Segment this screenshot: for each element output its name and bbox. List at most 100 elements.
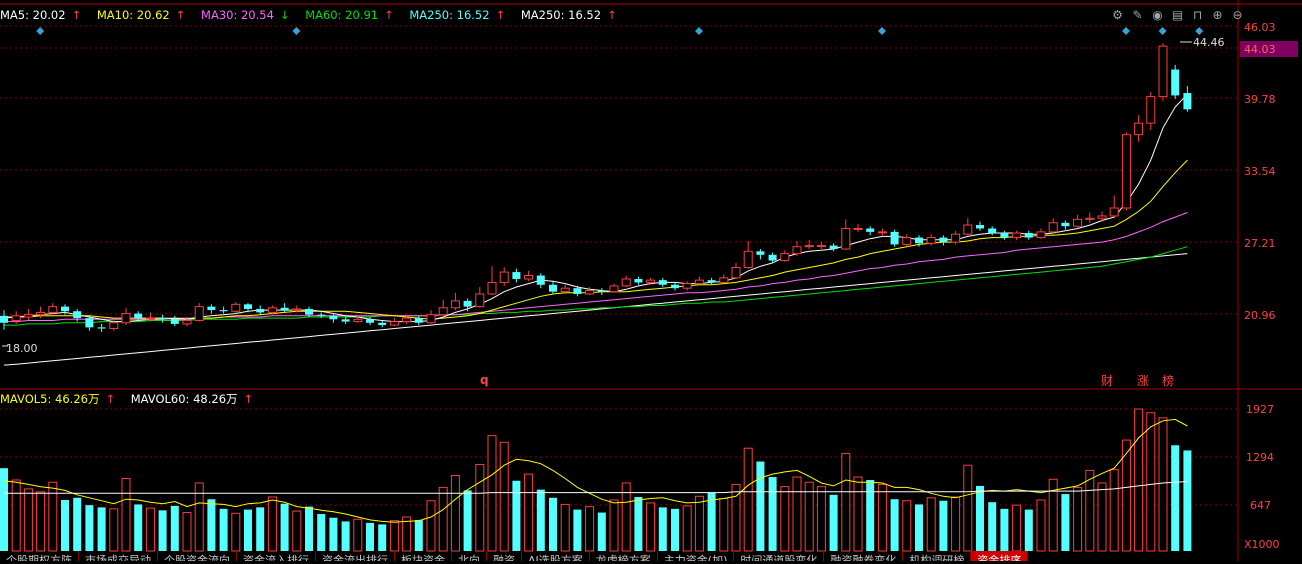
volume-bar[interactable] [267, 496, 277, 552]
volume-bar[interactable] [292, 510, 302, 552]
volume-bar[interactable] [890, 499, 899, 551]
candle[interactable] [829, 243, 838, 252]
candle[interactable] [1146, 91, 1156, 131]
volume-bar[interactable] [426, 500, 436, 552]
candle[interactable] [402, 314, 412, 324]
volume-bar[interactable] [1000, 508, 1009, 551]
candle[interactable] [341, 316, 350, 324]
volume-bar[interactable] [414, 519, 423, 551]
volume-bar[interactable] [560, 503, 570, 552]
candle[interactable] [646, 277, 656, 285]
tab-item[interactable]: 融资 [487, 551, 522, 561]
volume-bar[interactable] [780, 486, 790, 552]
volume-bar[interactable] [585, 506, 595, 552]
candle[interactable] [329, 313, 338, 323]
volume-bar[interactable] [536, 489, 545, 551]
volume-bar[interactable] [1183, 450, 1192, 551]
event-marker-finance[interactable]: 财 [1101, 374, 1113, 388]
candle[interactable] [1183, 86, 1192, 112]
lock-icon[interactable]: ⊓ [1192, 8, 1203, 22]
candle[interactable] [1097, 211, 1107, 222]
candle[interactable] [926, 234, 936, 246]
volume-bar[interactable] [1171, 445, 1180, 551]
candle[interactable] [1121, 132, 1131, 211]
candle[interactable] [1073, 214, 1083, 228]
candle[interactable] [499, 267, 509, 286]
volume-bar[interactable] [1109, 469, 1119, 552]
tab-item[interactable]: AI选股方案 [522, 551, 590, 561]
volume-bar[interactable] [988, 502, 997, 551]
volume-bar[interactable] [1158, 417, 1168, 552]
tab-item[interactable]: 主力资金(加) [658, 551, 735, 561]
volume-bar[interactable] [97, 507, 106, 551]
q-marker[interactable]: q [480, 373, 489, 387]
event-diamond-icon[interactable] [1158, 27, 1167, 35]
volume-bar[interactable] [11, 479, 21, 552]
candle[interactable] [1085, 212, 1095, 223]
candle[interactable] [780, 250, 790, 262]
candle[interactable] [804, 239, 814, 250]
volume-bar[interactable] [389, 520, 399, 552]
candle[interactable] [450, 292, 460, 311]
volume-bar[interactable] [634, 497, 643, 551]
candle[interactable] [939, 235, 948, 246]
candle[interactable] [536, 273, 545, 289]
volume-bar[interactable] [963, 464, 973, 552]
event-diamond-icon[interactable] [36, 27, 45, 35]
volume-bar[interactable] [1146, 412, 1156, 552]
volume-bar[interactable] [475, 463, 485, 552]
tab-item[interactable]: 板块资金 [395, 551, 452, 561]
volume-bar[interactable] [231, 512, 241, 552]
candle[interactable] [988, 226, 997, 236]
event-marker-board[interactable]: 榜 [1162, 373, 1174, 388]
volume-bar[interactable] [182, 512, 192, 552]
volume-bar[interactable] [463, 490, 472, 551]
volume-bar[interactable] [621, 482, 631, 552]
volume-bar[interactable] [866, 480, 875, 551]
candle[interactable] [682, 281, 692, 291]
volume-bar[interactable] [707, 492, 716, 551]
candle[interactable] [877, 228, 887, 236]
candle[interactable] [902, 234, 912, 247]
volume-bar[interactable] [512, 480, 521, 551]
volume-bar[interactable] [756, 461, 765, 551]
volume-bar[interactable] [73, 497, 82, 551]
volume-bar[interactable] [109, 508, 119, 552]
candle[interactable] [134, 311, 143, 321]
volume-bar[interactable] [487, 435, 497, 552]
volume-bar[interactable] [829, 494, 838, 551]
candle[interactable] [976, 221, 984, 231]
candle[interactable] [841, 219, 851, 251]
volume-bar[interactable] [341, 521, 350, 551]
candle[interactable] [426, 310, 436, 324]
candle[interactable] [219, 306, 228, 314]
candle[interactable] [1012, 230, 1022, 240]
candle[interactable] [866, 226, 875, 236]
volume-bar[interactable] [804, 481, 814, 552]
candle[interactable] [292, 305, 302, 313]
volume-bar[interactable] [853, 476, 863, 552]
settings-icon[interactable]: ⚙ [1112, 8, 1123, 22]
candle[interactable] [378, 320, 387, 328]
candle[interactable] [585, 287, 595, 296]
volume-bar[interactable] [731, 483, 741, 552]
volume-bar[interactable] [682, 505, 692, 552]
volume-bar[interactable] [244, 509, 252, 551]
candle[interactable] [1158, 43, 1168, 102]
volume-bar[interactable] [573, 509, 582, 551]
volume-bar[interactable] [671, 508, 679, 551]
volume-bar[interactable] [768, 477, 777, 551]
volume-bar[interactable] [499, 441, 509, 552]
volume-bar[interactable] [1024, 509, 1033, 551]
candle[interactable] [731, 262, 741, 279]
candle[interactable] [853, 223, 863, 232]
candle[interactable] [1109, 195, 1119, 219]
volume-bar[interactable] [170, 505, 179, 551]
candle[interactable] [11, 311, 21, 324]
candle[interactable] [194, 303, 204, 322]
candle[interactable] [792, 240, 802, 256]
volume-bar[interactable] [36, 491, 46, 552]
volume-bar[interactable] [976, 485, 984, 551]
candle[interactable] [816, 242, 826, 250]
volume-bar[interactable] [280, 503, 289, 551]
